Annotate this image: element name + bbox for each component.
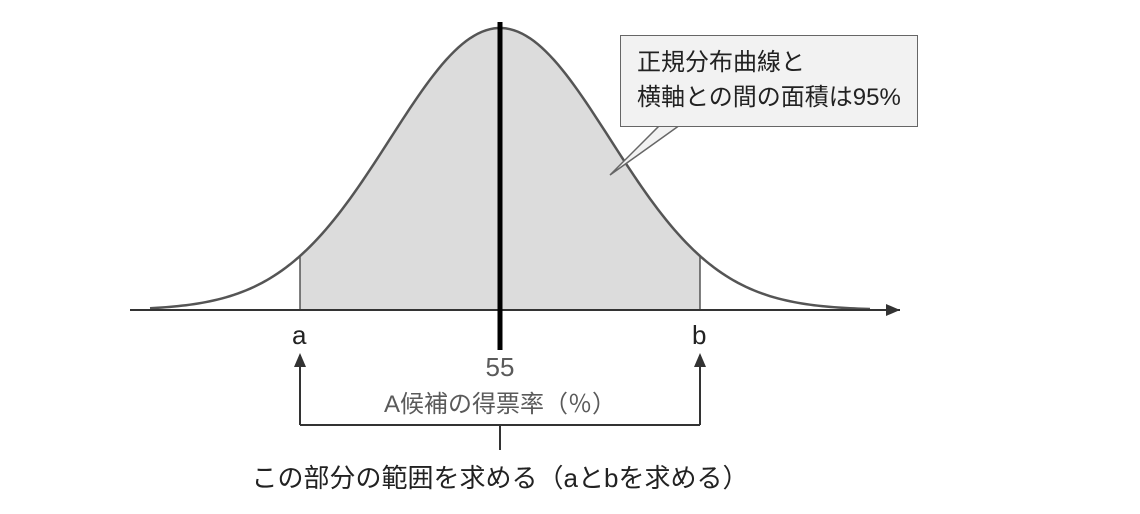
label-b: b — [692, 320, 706, 351]
label-a: a — [292, 320, 306, 351]
x-axis-label: A候補の得票率（％） — [360, 384, 640, 419]
chart-svg — [0, 0, 1140, 514]
callout-line-1: 正規分布曲線と — [637, 46, 901, 81]
x-axis-arrow-icon — [886, 304, 900, 316]
callout-pointer-icon — [610, 120, 687, 175]
arrow-up-icon — [294, 353, 306, 367]
bottom-text: この部分の範囲を求める（aとbを求める） — [220, 458, 780, 495]
callout-line-2: 横軸との間の面積は95% — [637, 81, 901, 116]
arrow-up-icon — [694, 353, 706, 367]
callout-box: 正規分布曲線と 横軸との間の面積は95% — [620, 35, 918, 127]
diagram-container: 正規分布曲線と 横軸との間の面積は95% a b 55 A候補の得票率（％） こ… — [0, 0, 1140, 514]
center-value-label: 55 — [480, 352, 520, 383]
